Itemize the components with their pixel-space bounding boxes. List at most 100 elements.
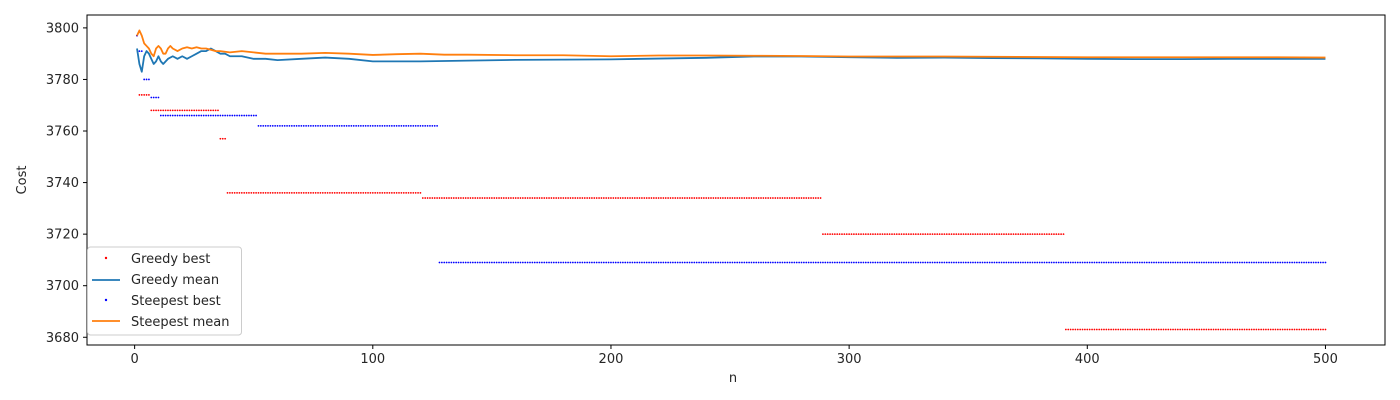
steepest-best-point bbox=[1145, 261, 1148, 264]
steepest-best-point bbox=[288, 124, 291, 127]
steepest-best-point bbox=[612, 261, 615, 264]
steepest-best-point bbox=[943, 261, 946, 264]
steepest-best-point bbox=[314, 124, 317, 127]
greedy-best-point bbox=[693, 197, 696, 199]
steepest-best-point bbox=[345, 124, 348, 127]
steepest-best-point bbox=[752, 261, 755, 264]
greedy-best-point bbox=[209, 109, 212, 112]
steepest-best-point bbox=[236, 114, 238, 117]
steepest-best-point bbox=[155, 96, 157, 99]
greedy-best-point bbox=[1291, 328, 1294, 331]
greedy-best-point bbox=[576, 197, 579, 199]
steepest-best-point bbox=[862, 261, 865, 264]
greedy-best-point bbox=[598, 197, 600, 199]
greedy-best-point bbox=[414, 191, 417, 194]
steepest-best-point bbox=[633, 261, 636, 264]
steepest-best-point bbox=[317, 124, 319, 127]
steepest-best-point bbox=[1062, 261, 1065, 264]
greedy-best-point bbox=[1031, 233, 1034, 236]
steepest-best-point bbox=[981, 261, 984, 264]
steepest-best-point bbox=[474, 261, 477, 264]
greedy-best-point bbox=[395, 191, 398, 194]
steepest-best-point bbox=[1093, 261, 1096, 264]
steepest-best-point bbox=[512, 261, 515, 264]
greedy-best-point bbox=[976, 233, 979, 236]
greedy-best-point bbox=[802, 197, 805, 199]
greedy-best-point bbox=[157, 109, 160, 112]
steepest-best-point bbox=[571, 261, 574, 264]
greedy-best-point bbox=[1295, 328, 1298, 331]
steepest-best-point bbox=[364, 124, 367, 127]
greedy-best-point bbox=[850, 233, 853, 236]
steepest-best-point bbox=[926, 261, 929, 264]
steepest-best-point bbox=[979, 261, 982, 264]
steepest-best-point bbox=[1086, 261, 1089, 264]
steepest-best-point bbox=[945, 261, 948, 264]
greedy-best-point bbox=[145, 94, 148, 96]
greedy-best-point bbox=[445, 197, 448, 199]
greedy-best-point bbox=[652, 197, 655, 199]
greedy-best-point bbox=[722, 197, 724, 199]
greedy-best-point bbox=[288, 191, 291, 194]
steepest-best-point bbox=[917, 261, 920, 264]
legend-marker-greedy-best bbox=[104, 256, 108, 260]
steepest-best-point bbox=[1315, 261, 1317, 264]
legend-item-steepest-best: Steepest best bbox=[104, 294, 221, 309]
greedy-best-point bbox=[979, 233, 982, 236]
greedy-best-point bbox=[1055, 233, 1058, 236]
steepest-best-point bbox=[1005, 261, 1008, 264]
greedy-best-point bbox=[645, 197, 648, 199]
greedy-best-point bbox=[1103, 328, 1105, 331]
greedy-best-point bbox=[495, 197, 498, 199]
steepest-best-point bbox=[1110, 261, 1113, 264]
greedy-best-point bbox=[221, 137, 224, 140]
greedy-best-point bbox=[1312, 328, 1315, 331]
greedy-best-point bbox=[719, 197, 722, 199]
steepest-best-point bbox=[312, 124, 315, 127]
steepest-best-point bbox=[881, 261, 884, 264]
greedy-best-point bbox=[417, 191, 419, 194]
greedy-best-point bbox=[745, 197, 748, 199]
greedy-best-point bbox=[831, 233, 834, 236]
steepest-best-point bbox=[1186, 261, 1189, 264]
steepest-best-point bbox=[1300, 261, 1303, 264]
steepest-best-point bbox=[1000, 261, 1003, 264]
steepest-best-point bbox=[729, 261, 731, 264]
steepest-best-point bbox=[429, 124, 431, 127]
steepest-best-point bbox=[1029, 261, 1032, 264]
greedy-best-point bbox=[867, 233, 870, 236]
greedy-best-point bbox=[419, 191, 422, 194]
greedy-best-point bbox=[1167, 328, 1170, 331]
greedy-best-point bbox=[171, 109, 174, 112]
y-axis-label: Cost bbox=[15, 166, 30, 195]
steepest-best-point bbox=[724, 261, 727, 264]
greedy-best-point bbox=[238, 191, 241, 194]
greedy-best-point bbox=[314, 191, 317, 194]
greedy-best-point bbox=[957, 233, 960, 236]
greedy-best-point bbox=[410, 191, 412, 194]
greedy-best-point bbox=[429, 197, 431, 199]
greedy-best-point bbox=[488, 197, 491, 199]
steepest-best-point bbox=[326, 124, 329, 127]
greedy-best-point bbox=[960, 233, 962, 236]
steepest-best-point bbox=[872, 261, 874, 264]
greedy-best-point bbox=[424, 197, 427, 199]
greedy-best-point bbox=[436, 197, 438, 199]
greedy-best-point bbox=[776, 197, 779, 199]
greedy-best-point bbox=[533, 197, 536, 199]
greedy-best-point bbox=[548, 197, 550, 199]
greedy-best-point bbox=[793, 197, 796, 199]
steepest-best-point bbox=[1265, 261, 1267, 264]
steepest-best-point bbox=[900, 261, 903, 264]
greedy-best-point bbox=[741, 197, 743, 199]
steepest-best-point bbox=[722, 261, 724, 264]
greedy-best-point bbox=[710, 197, 712, 199]
steepest-best-point bbox=[769, 261, 772, 264]
steepest-best-point bbox=[845, 261, 848, 264]
steepest-best-point bbox=[1286, 261, 1289, 264]
steepest-best-point bbox=[631, 261, 634, 264]
steepest-best-point bbox=[1072, 261, 1074, 264]
greedy-best-point bbox=[305, 191, 308, 194]
steepest-best-point bbox=[412, 124, 415, 127]
x-tick-label: 300 bbox=[837, 352, 862, 367]
